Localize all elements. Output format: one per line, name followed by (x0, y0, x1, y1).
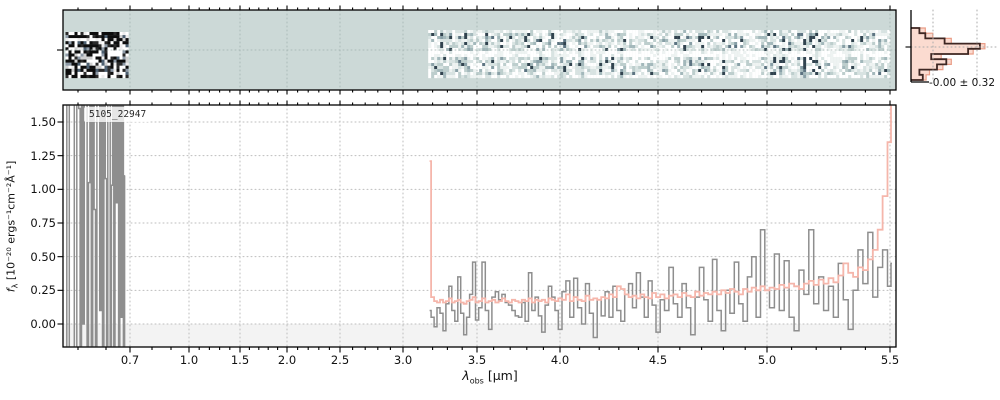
flux-noise-line (66, 105, 126, 347)
spec-panel (62, 104, 897, 348)
error-line (429, 105, 892, 305)
flux-line (429, 228, 892, 339)
histogram-stats-label: -0.00 ± 0.32 (928, 77, 996, 89)
source-id-label: 5105_22947 (84, 107, 152, 122)
spec-spine (62, 104, 897, 348)
twod-noise-region-short (65, 32, 129, 79)
below-zero-band (63, 324, 896, 347)
twod-noise-region-long (428, 30, 891, 79)
y-label-symbol: f (4, 288, 18, 293)
ticks (57, 5, 891, 353)
x-label-units: [μm] (483, 368, 518, 383)
x-axis-label: λobs [μm] (390, 368, 590, 386)
histogram-outline (911, 27, 981, 81)
x-label-subscript: obs (469, 376, 484, 386)
twod-panel (62, 9, 897, 91)
y-label-units: [10⁻²⁰ ergs⁻¹cm⁻²Å⁻¹] (4, 160, 18, 284)
x-label-symbol: λ (462, 368, 470, 383)
y-label-subscript: λ (10, 283, 20, 289)
spec-background (63, 105, 896, 347)
y-axis-label: fλ [10⁻²⁰ ergs⁻¹cm⁻²Å⁻¹] (5, 97, 22, 357)
hist-panel (905, 9, 998, 83)
